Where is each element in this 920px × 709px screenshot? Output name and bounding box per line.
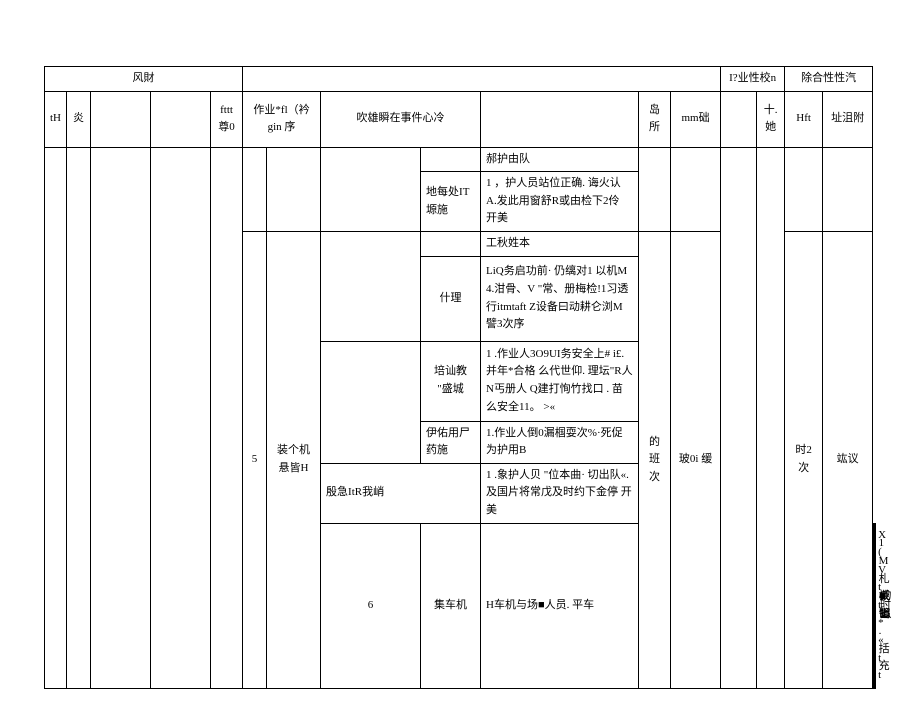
r3e-c8: 殷急ItR我峭 <box>321 463 481 523</box>
pre-c6 <box>243 147 267 231</box>
r3c-c8: 培讪教 "盛城 <box>421 341 481 421</box>
r3e-c9: 1 .象护人贝 "位本曲· 切出队«. 及国片将常戊及时约下金停 开美 <box>481 463 639 523</box>
r2-c9: 1 ，护人员站位正确. 诲火认 A.发此用窗舒R或由检下2伶 开美 <box>481 172 639 232</box>
r3cd-wrap <box>321 341 421 463</box>
pre-c11 <box>671 147 721 231</box>
body-c5 <box>211 147 243 688</box>
r3-c14: 时2 次 <box>785 231 823 688</box>
r3d-c9: 1.作业人倒0漏椢耍次%·死促为护用B <box>481 421 639 463</box>
sub-c6: 作业*fl（衿 gin 序 <box>243 91 321 147</box>
sub-c12 <box>721 91 757 147</box>
r4-seq: 6 <box>321 523 421 688</box>
sub-c1: tH <box>45 91 67 147</box>
r3-name: 装个机悬皆H <box>267 231 321 688</box>
r3-c10: 的班次 <box>639 231 671 688</box>
r3-c15: 竑议 <box>823 231 873 688</box>
r3a-blank <box>421 231 481 256</box>
body-c12 <box>721 147 757 688</box>
pre-c10 <box>639 147 671 231</box>
body-c13 <box>757 147 785 688</box>
pre-c8 <box>321 147 421 231</box>
r3b-c9: LiQ务启功前· 仍缡对1 以机M 4.泔骨、V "常、册梅检!1习透行itmt… <box>481 256 639 341</box>
hdr-c10: 除合性性汽 <box>785 67 873 92</box>
sub-c13: 十.她 <box>757 91 785 147</box>
sub-c10: 岛所 <box>639 91 671 147</box>
r3b-c8: 什理 <box>421 256 481 341</box>
sub-c15: 址沮附 <box>823 91 873 147</box>
hdr-c1: 风財 <box>45 67 243 92</box>
sub-blank <box>481 91 639 147</box>
r4-c8: H车机与场■人员. 平车 <box>481 523 639 688</box>
r3-seq: 5 <box>243 231 267 688</box>
body-c1 <box>45 147 67 688</box>
sub-c7: 吹雄瞬在事件心冷 <box>321 91 481 147</box>
body-c3 <box>91 147 151 688</box>
main-table: 风財 I?业性校n 除合性性汽 tH 炎 fttt尊0 作业*fl（衿 gin … <box>44 66 876 689</box>
r3a-c9: 工秋姓本 <box>481 231 639 256</box>
r3-c11: 玻0i 缓 <box>671 231 721 688</box>
pre-c14 <box>785 147 823 231</box>
sub-c11: mm础 <box>671 91 721 147</box>
pre-c7 <box>267 147 321 231</box>
r3d-c8: 伊佑用尸药施 <box>421 421 481 463</box>
r4-c15: 的以 <box>875 523 876 688</box>
r2-c8: 地每处IT塬施 <box>421 172 481 232</box>
r3c-c9: 1 .作业人3O9UI务安全上# i£.并年*合格 么代世仰. 理坛"R人N丐册… <box>481 341 639 421</box>
hdr-mid <box>243 67 721 92</box>
sub-c14: Hft <box>785 91 823 147</box>
sub-c4 <box>151 91 211 147</box>
r1-c9: 郝护由队 <box>481 147 639 172</box>
r1-blank <box>421 147 481 172</box>
body-c2 <box>67 147 91 688</box>
pre-c15 <box>823 147 873 231</box>
sub-c3 <box>91 91 151 147</box>
sub-c5: fttt尊0 <box>211 91 243 147</box>
hdr-c9: I?业性校n <box>721 67 785 92</box>
sub-c2: 炎 <box>67 91 91 147</box>
body-c4 <box>151 147 211 688</box>
r3a-c8 <box>321 231 421 341</box>
r4-name: 集车机 <box>421 523 481 688</box>
